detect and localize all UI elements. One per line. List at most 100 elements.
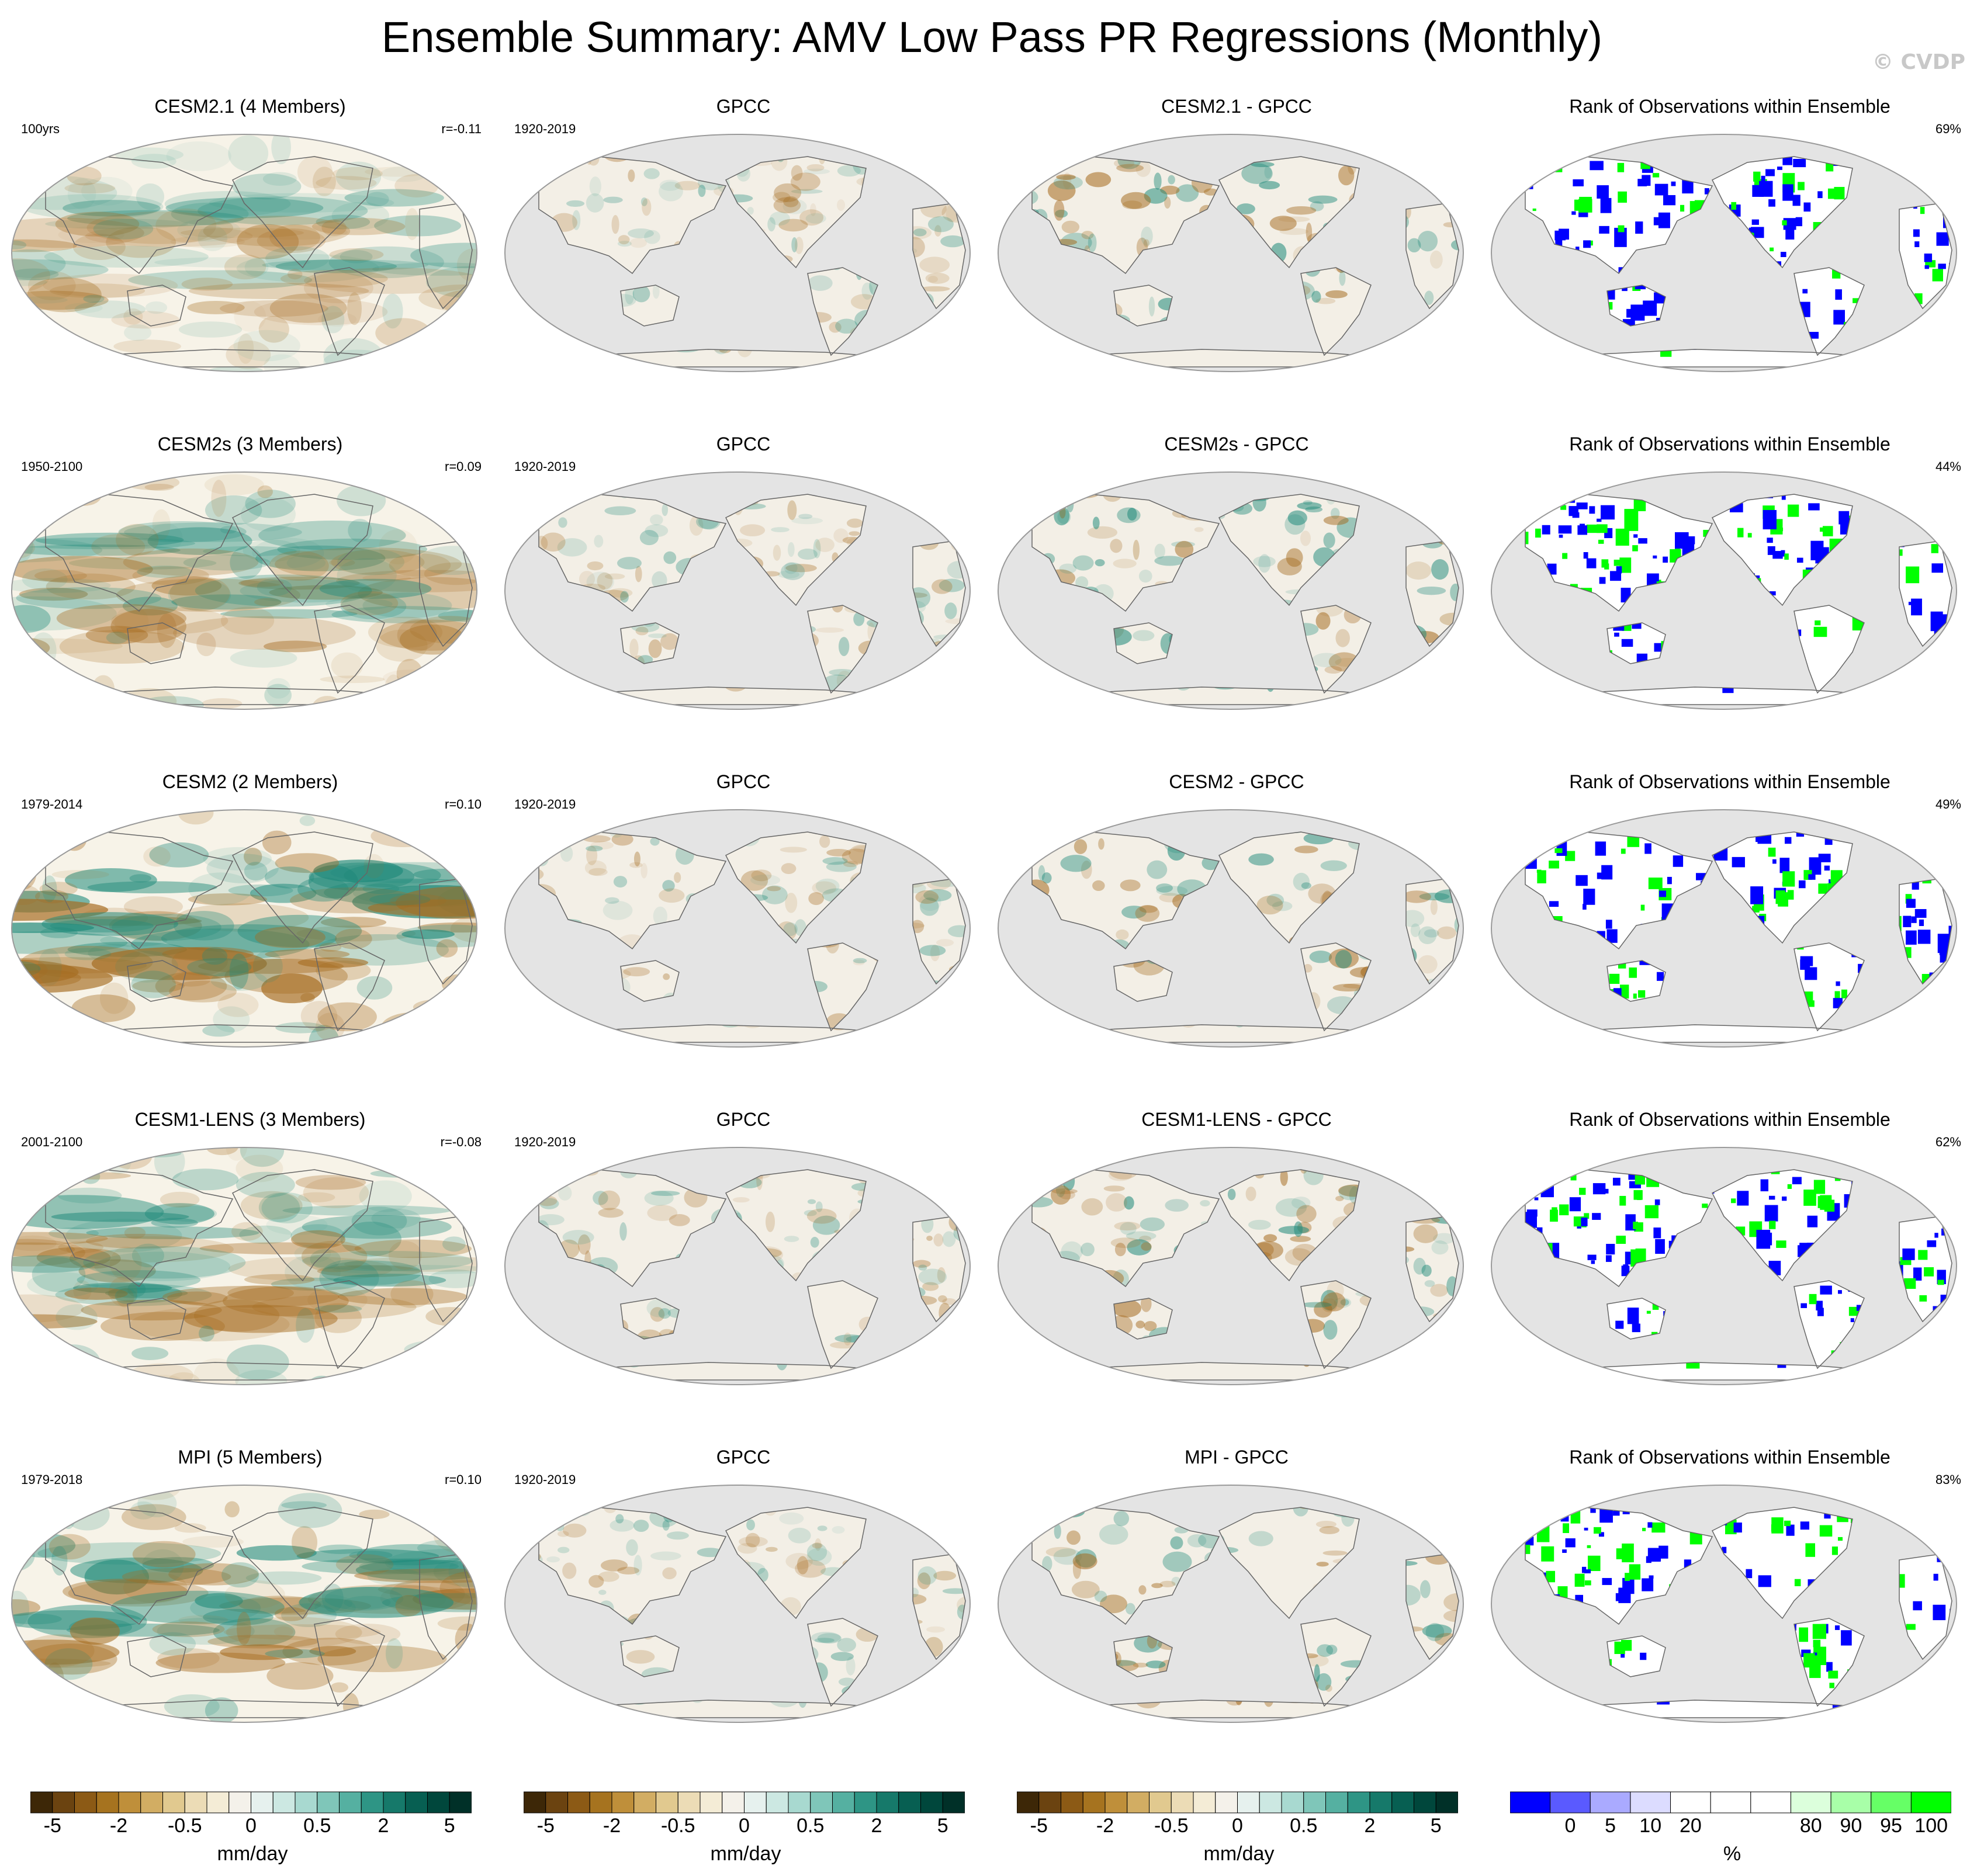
rank-cell — [1575, 247, 1580, 252]
field-blob — [843, 1332, 852, 1346]
field-blob — [19, 1337, 44, 1363]
field-blob — [586, 571, 614, 592]
field-blob — [1000, 187, 1026, 199]
field-blob — [1103, 494, 1122, 502]
field-blob — [425, 1307, 475, 1326]
rank-cell — [1621, 1653, 1625, 1658]
field-blob — [1431, 1683, 1446, 1694]
rank-cell — [1795, 217, 1802, 227]
coastline-namerica — [1711, 1507, 1853, 1620]
field-blob — [1032, 840, 1037, 847]
rank-cell — [1583, 240, 1591, 248]
rank-cell — [1601, 505, 1615, 520]
panel-title: CESM2 - GPCC — [1169, 771, 1304, 792]
field-blob — [132, 566, 209, 585]
coastline-samerica — [1793, 942, 1865, 1032]
field-blob — [39, 882, 78, 896]
rank-cell — [1616, 1236, 1626, 1244]
field-blob — [83, 294, 105, 303]
field-blob — [942, 1231, 956, 1247]
field-blob — [1002, 1166, 1031, 1184]
field-blob — [67, 484, 102, 506]
field-blob — [628, 169, 635, 182]
colorbar-swatch — [1104, 1791, 1128, 1813]
field-blob — [898, 498, 926, 504]
rank-cell — [1535, 1348, 1546, 1357]
field-blob — [1138, 570, 1152, 583]
colorbar-tick-label: -2 — [109, 1815, 128, 1837]
field-blob — [265, 949, 350, 960]
field-blob — [952, 1662, 965, 1680]
field-blob — [443, 1523, 477, 1537]
panel-title: CESM2 (2 Members) — [162, 771, 338, 792]
coastline-asia — [1031, 831, 1220, 950]
rank-cell — [1808, 874, 1816, 880]
obs-map — [504, 134, 971, 372]
coastline-samerica — [1300, 1280, 1372, 1369]
rank-cell — [1781, 550, 1785, 557]
field-blob — [817, 1633, 842, 1644]
field-blob — [12, 596, 117, 631]
rank-cell — [1590, 1507, 1596, 1513]
coastline-asia — [1031, 156, 1220, 275]
colorbar-unit: mm/day — [1203, 1843, 1275, 1865]
rank-cell — [1943, 1315, 1951, 1323]
rank-cell — [1813, 1646, 1826, 1666]
rank-cell — [1640, 1652, 1647, 1660]
field-blob — [1168, 175, 1175, 185]
rank-cell — [1614, 227, 1627, 247]
field-blob — [1054, 157, 1070, 167]
field-blob — [348, 1707, 419, 1722]
field-blob — [304, 268, 477, 294]
rank-cell — [1577, 525, 1588, 535]
field-blob — [255, 545, 386, 571]
field-blob — [94, 1251, 231, 1281]
rank-cell — [1654, 1199, 1660, 1205]
field-blob — [778, 219, 808, 232]
field-blob — [542, 1501, 566, 1507]
rank-panel: Rank of Observations within Ensemble 69% — [1490, 93, 1969, 409]
field-blob — [648, 633, 667, 639]
field-blob — [273, 1626, 293, 1637]
rank-map — [1491, 809, 1957, 1048]
field-blob — [1452, 998, 1459, 1019]
diff-panel: CESM2 - GPCC — [997, 769, 1476, 1084]
field-blob — [110, 1590, 285, 1624]
field-blob — [128, 270, 313, 290]
map-border — [11, 1485, 477, 1723]
field-blob — [1164, 196, 1171, 209]
field-blob — [1121, 906, 1147, 919]
field-blob — [1335, 1195, 1344, 1202]
field-blob — [271, 1277, 358, 1291]
field-blob — [16, 1683, 51, 1715]
coastline-australia — [127, 285, 186, 327]
field-blob — [808, 275, 833, 291]
field-blob — [451, 526, 477, 536]
rank-cell — [1589, 506, 1595, 514]
field-blob — [355, 1559, 477, 1581]
colorbar-swatch — [1391, 1791, 1414, 1813]
rank-cell — [1563, 1523, 1570, 1533]
field-blob — [209, 193, 394, 213]
field-blob — [997, 1324, 1020, 1333]
rank-panel: Rank of Observations within Ensemble 49% — [1490, 769, 1969, 1084]
panel-title: CESM2.1 (4 Members) — [154, 96, 346, 117]
field-blob — [354, 481, 419, 489]
rank-cell — [1927, 1240, 1937, 1247]
rank-cell — [1903, 916, 1912, 927]
field-blob — [168, 1563, 259, 1586]
field-blob — [643, 168, 660, 179]
field-blob — [195, 574, 372, 607]
field-blob — [1315, 612, 1331, 630]
colorbar-swatch — [1082, 1791, 1106, 1813]
field-blob — [131, 1243, 164, 1268]
colorbar-swatch — [1127, 1791, 1149, 1813]
rank-cell — [1803, 202, 1811, 212]
field-blob — [1110, 539, 1123, 553]
field-blob — [456, 248, 477, 282]
rank-cell — [1931, 563, 1944, 573]
field-blob — [1067, 1530, 1081, 1545]
field-blob — [1032, 1170, 1035, 1174]
map-border — [504, 1147, 971, 1385]
obs-panel: GPCC 1920-2019 — [504, 93, 983, 409]
